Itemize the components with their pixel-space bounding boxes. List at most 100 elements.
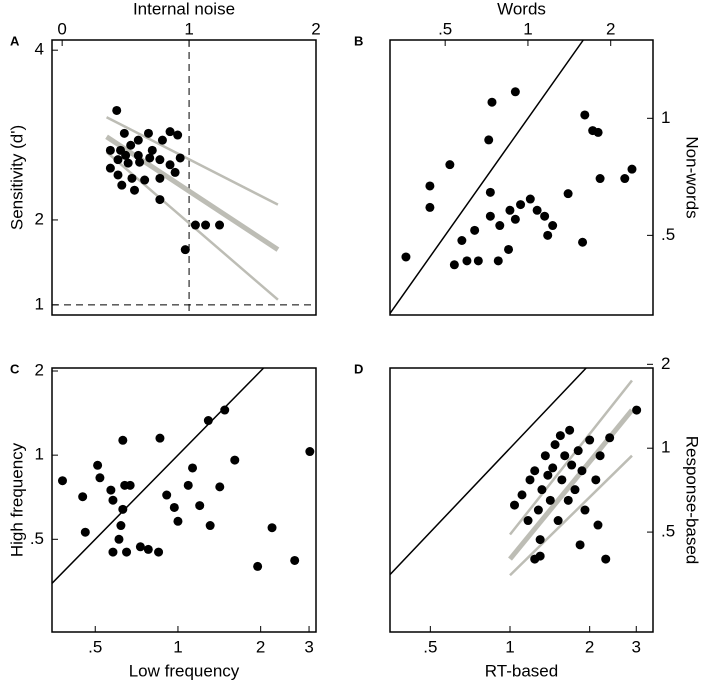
point (78, 492, 88, 502)
point (121, 150, 131, 160)
point (116, 521, 126, 531)
panel-label: B (354, 33, 363, 48)
point (449, 260, 459, 270)
x-tick-label: 3 (304, 637, 313, 656)
point (155, 433, 165, 443)
point (530, 466, 540, 476)
point (575, 540, 585, 550)
point (93, 460, 103, 470)
point (205, 521, 215, 531)
identity-line (390, 40, 584, 314)
y-tick-label: 2 (35, 209, 44, 228)
point (565, 425, 575, 435)
point (560, 451, 570, 461)
x-tick-label: 1 (173, 637, 182, 656)
point (108, 547, 118, 557)
point (105, 163, 115, 173)
point (593, 127, 603, 137)
fit-line (509, 379, 633, 536)
point (125, 480, 135, 490)
identity-line (52, 368, 265, 584)
point (154, 547, 164, 557)
point (215, 482, 225, 492)
point (553, 516, 563, 526)
point (563, 495, 573, 505)
point (548, 463, 558, 473)
point (113, 155, 123, 165)
point (130, 185, 139, 195)
point (457, 236, 467, 246)
point (425, 181, 435, 191)
point (445, 160, 455, 170)
x-tick-label: 1 (505, 637, 514, 656)
point (595, 174, 605, 184)
point (577, 466, 587, 476)
y-tick-label: 4 (35, 40, 44, 59)
point (127, 173, 137, 183)
identity-line (390, 368, 587, 576)
point (133, 150, 143, 160)
point (106, 485, 116, 495)
panel-label: A (10, 33, 20, 48)
fit-line (106, 116, 279, 206)
x-axis-label: RT-based (485, 661, 558, 680)
point (143, 128, 153, 138)
point (230, 455, 240, 465)
point (593, 520, 603, 530)
x-tick-label: .5 (423, 637, 437, 656)
point (169, 502, 179, 512)
point (155, 173, 165, 183)
point (135, 157, 145, 167)
point (126, 140, 136, 150)
point (183, 480, 193, 490)
x-axis-label: Low frequency (129, 661, 240, 680)
point (220, 405, 230, 415)
y-tick-label: .5 (661, 225, 675, 244)
point (190, 220, 200, 230)
point (537, 485, 547, 495)
point (543, 470, 553, 480)
point (113, 170, 123, 180)
plot-area (390, 40, 637, 314)
point (485, 187, 495, 197)
point (487, 97, 497, 107)
point (305, 447, 315, 457)
point (165, 160, 175, 170)
panel (389, 363, 654, 633)
point (425, 202, 435, 212)
y-axis-label: Sensitivity (d') (7, 125, 26, 230)
y-axis-label: Response-based (683, 436, 702, 565)
point (601, 554, 611, 564)
point (157, 135, 167, 145)
point (620, 174, 630, 184)
point (545, 495, 555, 505)
point (290, 555, 300, 565)
fit-line (509, 454, 633, 577)
y-tick-label: 2 (661, 354, 670, 373)
point (173, 130, 183, 140)
plot-area (52, 40, 316, 315)
point (510, 214, 520, 224)
x-tick-label: 3 (632, 637, 641, 656)
point (462, 256, 472, 266)
x-axis-label: Words (497, 0, 546, 18)
point (517, 490, 527, 500)
point (80, 527, 90, 537)
point (532, 205, 542, 215)
point (118, 504, 128, 514)
point (543, 230, 553, 240)
point (155, 155, 165, 165)
point (57, 476, 67, 486)
point (170, 167, 180, 177)
point (555, 431, 565, 441)
plot-area (390, 368, 642, 577)
point (145, 153, 155, 163)
y-tick-label: 1 (35, 445, 44, 464)
point (523, 516, 533, 526)
y-tick-label: .5 (661, 522, 675, 541)
plot-area (52, 368, 315, 584)
point (173, 516, 183, 526)
point (578, 237, 588, 247)
point (140, 175, 150, 185)
